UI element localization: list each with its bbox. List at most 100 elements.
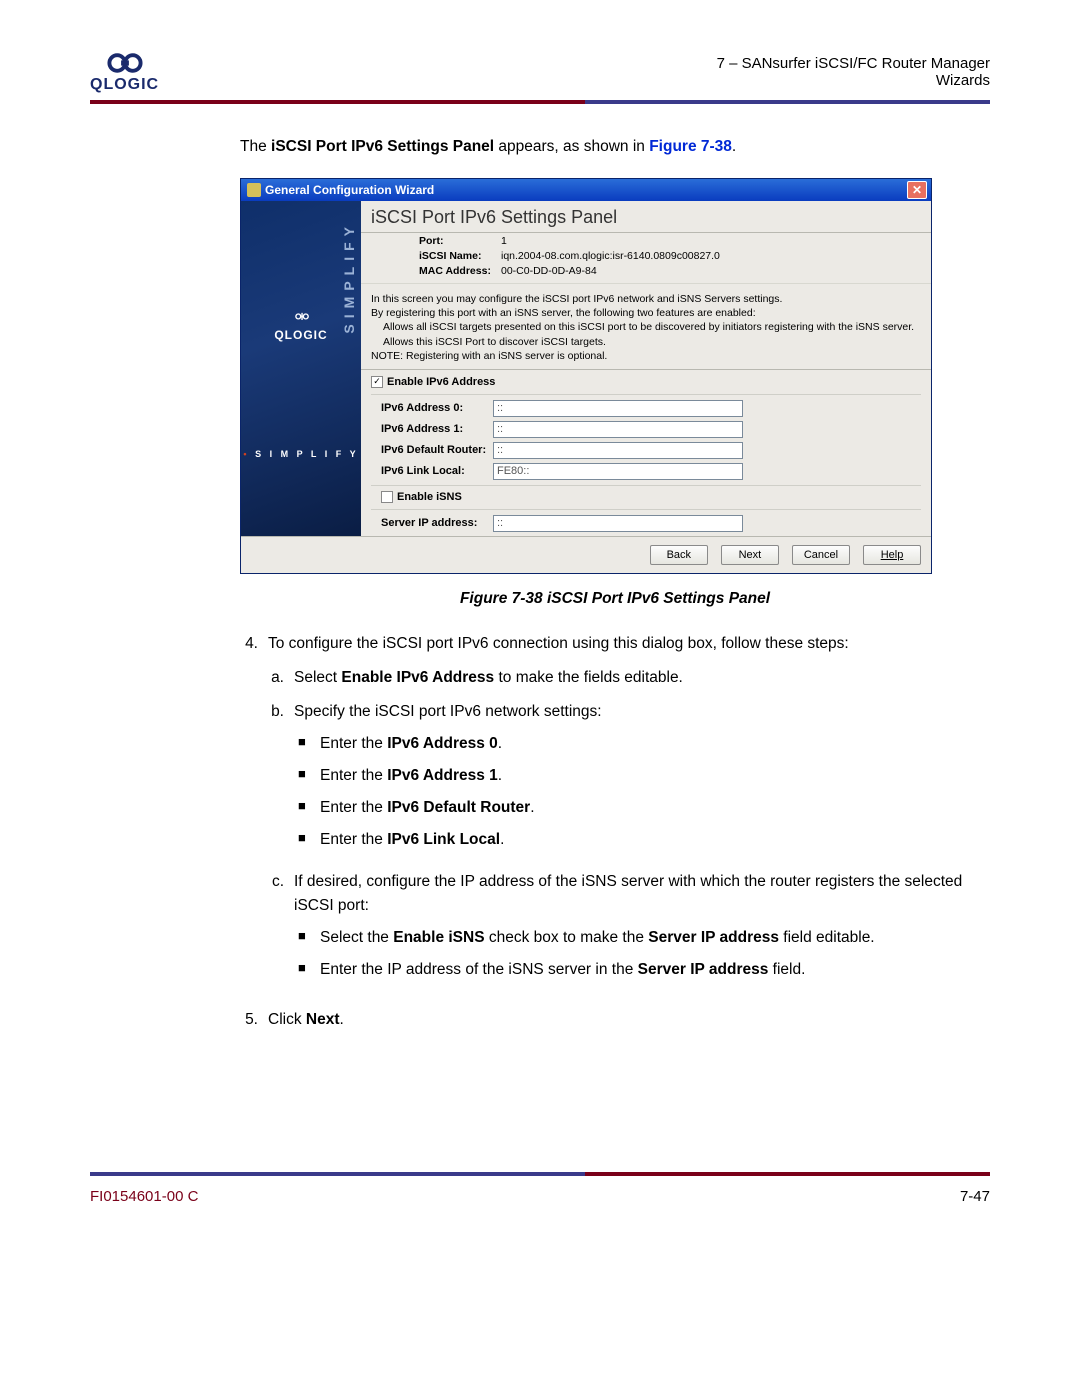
ipv6-addr0-label: IPv6 Address 0:: [371, 402, 493, 414]
figure-caption: Figure 7-38 iSCSI Port IPv6 Settings Pan…: [240, 590, 990, 608]
logo: QLOGIC: [90, 50, 159, 94]
ipv6-addr0-input[interactable]: [493, 400, 743, 417]
close-button[interactable]: ✕: [907, 181, 927, 199]
step-4-text: To configure the iSCSI port IPv6 connect…: [268, 635, 849, 652]
enable-isns-label: Enable iSNS: [397, 491, 462, 503]
enable-ipv6-row: ✓ Enable IPv6 Address: [371, 374, 921, 391]
doc-id: FI0154601-00 C: [90, 1188, 198, 1205]
bullet-c1: ■Select the Enable iSNS check box to mak…: [294, 926, 990, 950]
next-button[interactable]: Next: [721, 545, 779, 565]
bullet-b4: ■Enter the IPv6 Link Local.: [294, 828, 990, 852]
ipv6-addr1-input[interactable]: [493, 421, 743, 438]
ipv6-linklocal-label: IPv6 Link Local:: [371, 465, 493, 477]
iscsi-label: iSCSI Name:: [419, 250, 501, 262]
bullet-b2: ■Enter the IPv6 Address 1.: [294, 764, 990, 788]
logo-text: QLOGIC: [90, 76, 159, 94]
ipv6-defroute-input[interactable]: [493, 442, 743, 459]
ipv6-linklocal-input[interactable]: [493, 463, 743, 480]
s4a-bold: Enable IPv6 Address: [341, 669, 494, 686]
desc-l5: NOTE: Registering with an iSNS server is…: [371, 349, 921, 363]
desc-l3: Allows all iSCSI targets presented on th…: [371, 320, 921, 334]
sidebar-logo: ⚮ QLOGIC: [241, 307, 361, 342]
b2-bold: IPv6 Address 1: [387, 767, 498, 784]
b1-post: .: [498, 735, 502, 752]
enable-ipv6-checkbox[interactable]: ✓: [371, 376, 383, 388]
ipv6-addr1-row: IPv6 Address 1:: [371, 419, 921, 440]
mac-label: MAC Address:: [419, 265, 501, 277]
dialog-sidebar: SIMPLIFY ⚮ QLOGIC S I M P L I F Y: [241, 201, 361, 536]
server-ip-input[interactable]: [493, 515, 743, 532]
s5-pre: Click: [268, 1011, 306, 1028]
bullet-c2: ■Enter the IP address of the iSNS server…: [294, 958, 990, 982]
s4a-post: to make the fields editable.: [494, 669, 683, 686]
b2-pre: Enter the: [320, 767, 387, 784]
desc-l4: Allows this iSCSI Port to discover iSCSI…: [371, 335, 921, 349]
qlogic-logo-icon: [105, 50, 145, 76]
b4-bold: IPv6 Link Local: [387, 831, 500, 848]
figure-ref-link[interactable]: Figure 7-38: [649, 138, 732, 155]
c2-bold: Server IP address: [638, 961, 769, 978]
intro-prefix: The: [240, 138, 271, 155]
step-4b: b. Specify the iSCSI port IPv6 network s…: [268, 700, 990, 860]
footer-rule: [90, 1172, 990, 1176]
bullet-b3: ■Enter the IPv6 Default Router.: [294, 796, 990, 820]
header-line2: Wizards: [717, 72, 990, 89]
cancel-button[interactable]: Cancel: [792, 545, 850, 565]
info-mac: MAC Address:00-C0-DD-0D-A9-84: [361, 263, 931, 283]
b1-pre: Enter the: [320, 735, 387, 752]
back-button[interactable]: Back: [650, 545, 708, 565]
header-rule: [90, 100, 990, 104]
step-4-num: 4.: [240, 632, 268, 1000]
header-line1: 7 – SANsurfer iSCSI/FC Router Manager: [717, 55, 990, 72]
c2-pre: Enter the IP address of the iSNS server …: [320, 961, 638, 978]
ipv6-addr0-row: IPv6 Address 0:: [371, 398, 921, 419]
step-4b-let: b.: [268, 700, 294, 860]
dialog-screenshot: General Configuration Wizard ✕ SIMPLIFY …: [240, 178, 990, 574]
page-header: QLOGIC 7 – SANsurfer iSCSI/FC Router Man…: [90, 50, 990, 94]
s4b-text: Specify the iSCSI port IPv6 network sett…: [294, 703, 602, 720]
info-port: Port:1: [361, 233, 931, 248]
intro-suffix: .: [732, 138, 736, 155]
enable-isns-checkbox[interactable]: [381, 491, 393, 503]
dialog-buttons: Back Next Cancel Help: [241, 536, 931, 573]
iscsi-value: iqn.2004-08.com.qlogic:isr-6140.0809c008…: [501, 250, 720, 262]
intro-mid: appears, as shown in: [494, 138, 649, 155]
b2-post: .: [498, 767, 502, 784]
help-button[interactable]: Help: [863, 545, 921, 565]
bullet-b1: ■Enter the IPv6 Address 0.: [294, 732, 990, 756]
step-list: 4. To configure the iSCSI port IPv6 conn…: [240, 632, 990, 1032]
info-iscsi: iSCSI Name:iqn.2004-08.com.qlogic:isr-61…: [361, 248, 931, 263]
sub-list: a. Select Enable IPv6 Address to make th…: [268, 666, 990, 990]
body-content: The iSCSI Port IPv6 Settings Panel appea…: [90, 138, 990, 1032]
mac-value: 00-C0-DD-0D-A9-84: [501, 265, 597, 277]
form-area: ✓ Enable IPv6 Address IPv6 Address 0: IP…: [361, 370, 931, 536]
step-4c-let: c.: [268, 870, 294, 990]
sidebar-simplify-text: S I M P L I F Y: [241, 449, 361, 459]
step-4a: a. Select Enable IPv6 Address to make th…: [268, 666, 990, 690]
port-label: Port:: [419, 235, 501, 247]
bullets-c: ■Select the Enable iSNS check box to mak…: [294, 926, 990, 982]
b3-pre: Enter the: [320, 799, 387, 816]
server-ip-row: Server IP address:: [371, 513, 921, 534]
bullets-b: ■Enter the IPv6 Address 0. ■Enter the IP…: [294, 732, 990, 852]
dialog-main-panel: iSCSI Port IPv6 Settings Panel Port:1 iS…: [361, 201, 931, 536]
b4-post: .: [500, 831, 504, 848]
step-4: 4. To configure the iSCSI port IPv6 conn…: [240, 632, 990, 1000]
page-number: 7-47: [960, 1188, 990, 1205]
header-right: 7 – SANsurfer iSCSI/FC Router Manager Wi…: [717, 55, 990, 89]
s4a-pre: Select: [294, 669, 341, 686]
b4-pre: Enter the: [320, 831, 387, 848]
c1-pre: Select the: [320, 929, 393, 946]
ipv6-defroute-row: IPv6 Default Router:: [371, 440, 921, 461]
c1-bold2: Server IP address: [648, 929, 779, 946]
b3-post: .: [530, 799, 534, 816]
s4c-text: If desired, configure the IP address of …: [294, 873, 962, 914]
server-ip-label: Server IP address:: [371, 517, 493, 529]
b1-bold: IPv6 Address 0: [387, 735, 498, 752]
dialog-icon: [247, 183, 261, 197]
step-5: 5. Click Next.: [240, 1008, 990, 1032]
intro-line: The iSCSI Port IPv6 Settings Panel appea…: [240, 138, 990, 156]
help-button-label: Help: [881, 549, 904, 561]
sidebar-logo-text: QLOGIC: [241, 328, 361, 342]
ipv6-addr1-label: IPv6 Address 1:: [371, 423, 493, 435]
